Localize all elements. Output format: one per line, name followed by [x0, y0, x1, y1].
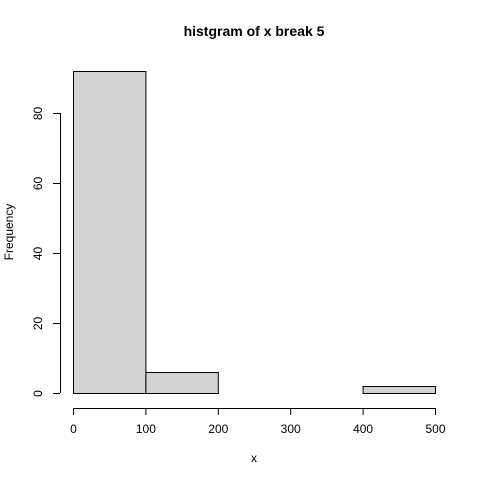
histogram-bar-0: [73, 71, 147, 394]
y-tick-label-0: 0: [31, 390, 45, 397]
x-tick-label-400: 400: [353, 422, 373, 436]
histogram-bar-4: [362, 386, 437, 394]
x-axis-label: x: [251, 451, 257, 465]
histogram-bar-1: [145, 372, 219, 394]
x-tick-label-0: 0: [70, 422, 77, 436]
bars-group: [73, 71, 437, 394]
y-tick-label-20: 20: [31, 317, 45, 331]
y-tick-label-40: 40: [31, 247, 45, 261]
y-tick-label-60: 60: [31, 177, 45, 191]
x-tick-label-100: 100: [136, 422, 156, 436]
y-axis-label: Frequency: [2, 204, 16, 261]
x-tick-label-500: 500: [425, 422, 445, 436]
x-axis: 0 100 200 300 400 500: [70, 408, 446, 436]
y-axis: 0 20 40 60 80: [31, 107, 61, 397]
y-tick-label-80: 80: [31, 107, 45, 121]
x-tick-label-300: 300: [281, 422, 301, 436]
x-tick-label-200: 200: [208, 422, 228, 436]
chart-title: histgram of x break 5: [184, 23, 325, 39]
